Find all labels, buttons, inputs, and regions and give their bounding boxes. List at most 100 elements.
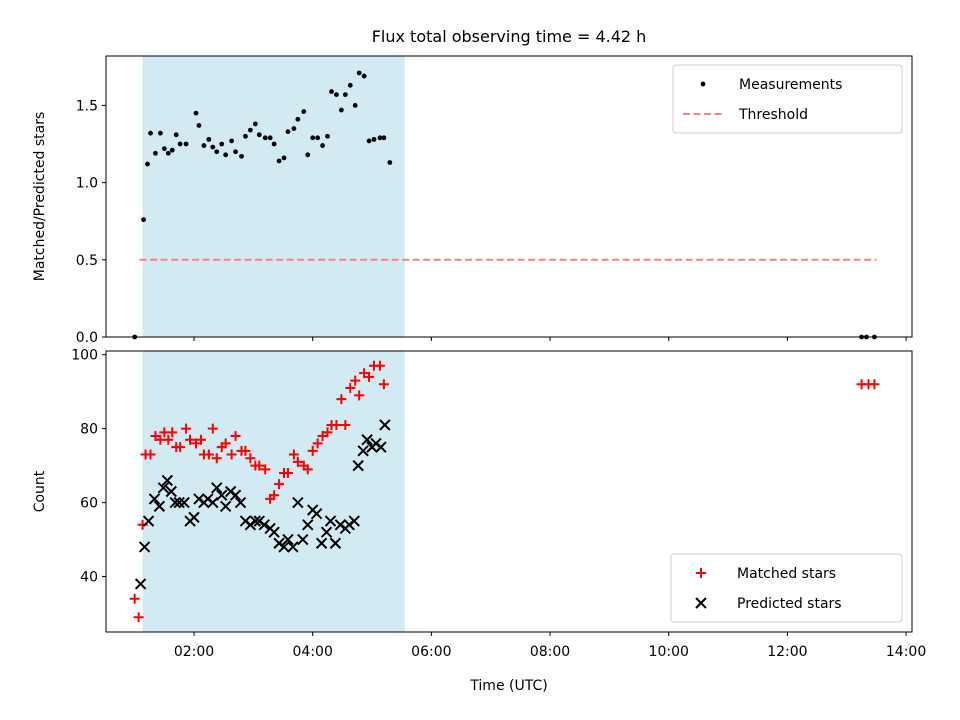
x-tick-label: 06:00	[411, 644, 451, 660]
x-tick-label: 10:00	[649, 644, 689, 660]
predicted-stars-point	[234, 496, 247, 509]
matched-stars-point	[302, 464, 313, 475]
measurements-point	[157, 130, 163, 136]
y-tick-label: 60	[80, 496, 98, 512]
measurements-point	[267, 135, 273, 141]
measurements-point	[361, 73, 367, 79]
matched-stars-point	[163, 434, 174, 445]
predicted-stars-point	[169, 496, 181, 509]
predicted-stars-point	[219, 500, 232, 512]
matched-stars-point	[350, 375, 361, 386]
matched-stars-point	[274, 479, 285, 490]
predicted-stars-point	[173, 496, 185, 509]
measurements-point	[305, 152, 311, 158]
x-tick-label: 08:00	[530, 644, 570, 660]
y-tick-label: 0.5	[76, 253, 98, 269]
matched-stars-point	[288, 449, 299, 460]
matched-stars-point	[378, 379, 389, 390]
measurements-point	[387, 160, 393, 165]
legend-box	[672, 64, 903, 134]
predicted-stars-point	[379, 419, 391, 431]
measurements-point	[371, 136, 377, 142]
matched-stars-point	[175, 442, 186, 453]
measurements-point	[334, 92, 339, 97]
measurements-point	[320, 143, 325, 148]
predicted-stars-point	[292, 496, 304, 509]
measurements-point	[352, 103, 358, 108]
matched-stars-point	[340, 419, 351, 430]
measurements-point	[153, 150, 158, 156]
y-axis-label: Matched/Predicted stars	[32, 112, 48, 282]
matched-stars-point	[230, 431, 241, 442]
measurements-point	[256, 132, 262, 138]
y-tick-label: 100	[71, 348, 98, 364]
matched-stars-point	[260, 464, 271, 475]
legend-swatch	[700, 81, 706, 87]
predicted-stars-point	[310, 507, 323, 520]
matched-stars-point	[345, 382, 356, 393]
predicted-stars-point	[287, 541, 299, 553]
measurements-point	[145, 161, 150, 167]
chart-title: Flux total observing time = 4.42 h	[372, 27, 647, 46]
predicted-stars-point	[165, 485, 177, 498]
legend: Measurements Threshold	[672, 64, 903, 134]
y-tick-label: 40	[80, 570, 98, 586]
measurements-point	[295, 116, 301, 122]
matched-stars-point	[226, 449, 237, 460]
measurements-point	[252, 121, 258, 127]
matched-stars-point	[185, 434, 196, 445]
matched-stars-point	[245, 453, 256, 464]
measurements-point	[276, 158, 282, 164]
matched-stars-point	[312, 438, 323, 449]
matched-stars-point	[207, 423, 218, 434]
predicted-stars-point	[320, 526, 333, 538]
x-tick-label: 14:00	[886, 644, 926, 660]
measurements-point	[329, 89, 334, 94]
measurements-point	[356, 70, 362, 76]
measurements-point	[377, 135, 383, 141]
measurements-point	[210, 144, 216, 150]
measurements-point	[338, 107, 344, 113]
measurements-point	[285, 129, 291, 135]
observing-interval-shade	[142, 56, 405, 337]
predicted-stars-point	[138, 541, 151, 553]
measurements-point	[201, 143, 207, 148]
predicted-stars-point	[142, 515, 155, 527]
predicted-stars-point	[229, 489, 242, 501]
matched-stars-point	[307, 445, 318, 456]
x-axis-label: Time (UTC)	[469, 678, 547, 694]
matched-stars-point	[269, 490, 280, 501]
measurements-point	[301, 109, 307, 114]
predicted-stars-point	[278, 541, 290, 553]
matched-stars-point	[220, 438, 231, 449]
measurements-point	[247, 127, 253, 133]
matched-stars-point	[364, 371, 375, 382]
matched-stars-point	[336, 394, 347, 405]
measurements-point	[342, 92, 348, 97]
y-tick-label: 1.5	[76, 98, 98, 114]
matched-stars-point	[133, 612, 144, 623]
bottom-panel: 40 60 80 100 02:00 04:00 06:00 08:00 10:00 12:00 1…	[32, 348, 926, 694]
matched-stars-point	[181, 423, 192, 434]
measurements-point	[214, 149, 220, 155]
predicted-stars-point	[282, 533, 294, 546]
measurements-point	[196, 123, 202, 128]
measurements-point	[161, 146, 167, 152]
predicted-stars-point	[211, 482, 223, 494]
legend-label: Predicted stars	[737, 596, 842, 612]
y-tick-label: 1.0	[76, 176, 98, 192]
axes-frame	[105, 55, 913, 338]
measurements-point	[165, 150, 171, 156]
measurements-point	[229, 138, 234, 144]
axes-frame	[105, 350, 913, 633]
y-axis-label: Count	[32, 470, 48, 512]
measurements-point	[315, 135, 321, 141]
measurements-point	[173, 132, 179, 138]
predicted-stars-point	[249, 515, 262, 527]
legend-label: Threshold	[738, 107, 808, 123]
predicted-stars-point	[361, 434, 373, 446]
predicted-stars-point	[148, 493, 161, 505]
predicted-stars-point	[216, 489, 228, 501]
predicted-stars-point	[178, 496, 190, 509]
